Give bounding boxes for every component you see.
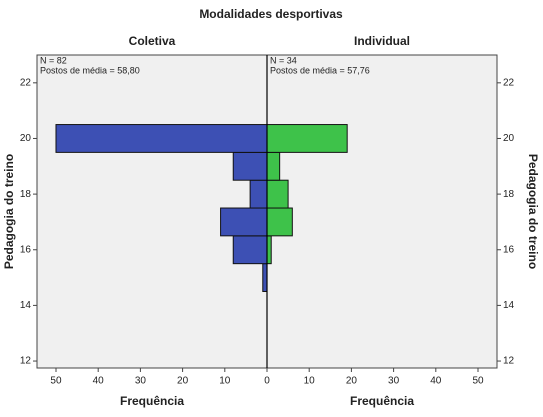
y-axis-label: Pedagogia do treino	[526, 154, 540, 269]
y-tick-label: 20	[503, 133, 515, 144]
y-tick-label: 22	[20, 77, 32, 88]
bar	[266, 124, 348, 153]
x-tick-label: 40	[430, 376, 442, 387]
x-tick-label: 50	[50, 376, 62, 387]
y-tick-label: 18	[20, 189, 32, 200]
y-tick-label: 22	[503, 77, 515, 88]
bar	[232, 235, 268, 265]
bar	[266, 179, 289, 209]
x-tick-label: 0	[264, 376, 270, 387]
bar	[266, 235, 272, 265]
y-tick-label: 16	[20, 244, 32, 255]
x-tick-label: 40	[93, 376, 105, 387]
annotation: N = 34	[270, 55, 297, 65]
annotation: Postos de média = 58,80	[40, 65, 140, 75]
y-tick-label: 12	[20, 356, 32, 367]
bar	[266, 151, 281, 181]
annotation: Postos de média = 57,76	[270, 65, 370, 75]
y-tick-label: 14	[20, 300, 32, 311]
y-axis-label: Pedagogia do treino	[2, 154, 16, 269]
x-axis-label: Frequência	[350, 394, 414, 408]
panel-title: Individual	[354, 34, 410, 48]
y-tick-label: 20	[20, 133, 32, 144]
bar	[220, 207, 268, 237]
bar	[249, 179, 268, 209]
x-tick-label: 20	[177, 376, 189, 387]
x-tick-label: 30	[135, 376, 147, 387]
bar	[262, 263, 268, 292]
bar	[55, 124, 268, 153]
x-tick-label: 50	[472, 376, 484, 387]
y-tick-label: 14	[503, 300, 515, 311]
bar	[232, 151, 268, 181]
y-tick-label: 16	[503, 244, 515, 255]
x-tick-label: 10	[304, 376, 316, 387]
panel-title: Coletiva	[129, 34, 176, 48]
x-tick-label: 30	[388, 376, 400, 387]
x-tick-label: 10	[219, 376, 231, 387]
bar	[266, 207, 293, 237]
x-tick-label: 20	[346, 376, 358, 387]
annotation: N = 82	[40, 55, 67, 65]
x-axis-label: Frequência	[120, 394, 184, 408]
y-tick-label: 18	[503, 189, 515, 200]
chart-title: Modalidades desportivas	[199, 7, 343, 21]
y-tick-label: 12	[503, 356, 515, 367]
